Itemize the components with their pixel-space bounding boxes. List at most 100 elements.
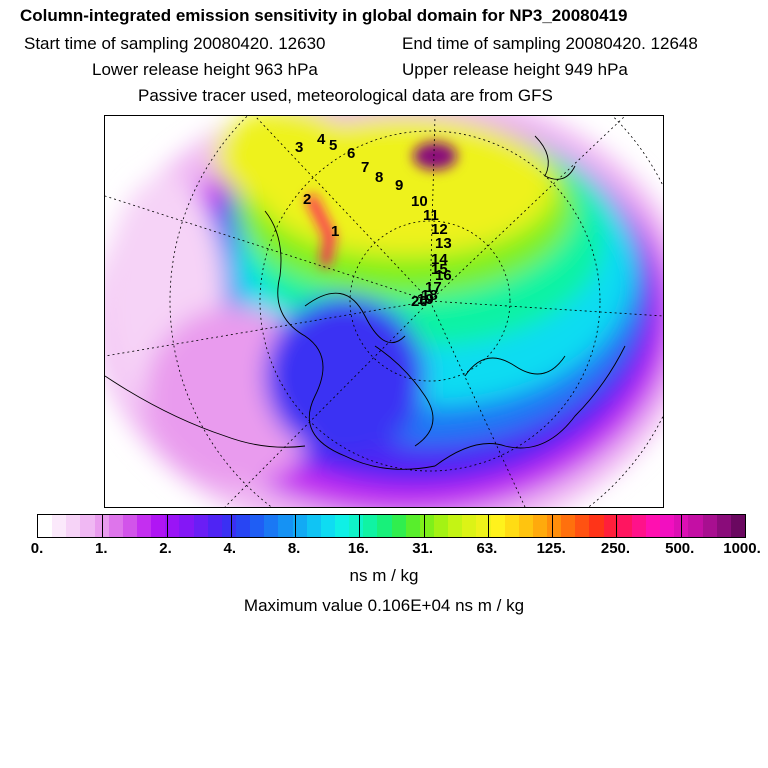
color-swatch: [660, 515, 675, 537]
color-scale-tick: [359, 515, 361, 537]
color-swatch: [179, 515, 194, 537]
color-scale-tick-label: 125.: [536, 540, 566, 557]
coastlines: [105, 135, 626, 470]
trajectory-label: 14: [431, 251, 448, 268]
color-swatch: [419, 515, 434, 537]
color-scale-tick: [680, 515, 682, 537]
trajectory-label: 15: [431, 261, 448, 278]
color-swatch: [264, 515, 279, 537]
maximum-value-text: Maximum value 0.106E+04 ns m / kg: [243, 596, 525, 615]
color-swatch: [561, 515, 576, 537]
sensitivity-field: [105, 116, 663, 507]
color-swatch: [52, 515, 67, 537]
color-swatch: [108, 515, 123, 537]
color-swatch: [94, 515, 109, 537]
color-swatch: [575, 515, 590, 537]
color-swatch: [646, 515, 661, 537]
trajectory-label: 6: [347, 145, 355, 162]
color-swatch: [80, 515, 95, 537]
color-scale-tick-label: 2.: [159, 540, 172, 557]
graticule: [105, 116, 663, 507]
trajectory-label: 16: [435, 267, 452, 284]
color-swatch: [518, 515, 533, 537]
tracer-note-text: Passive tracer used, meteorological data…: [138, 86, 553, 105]
color-swatch: [136, 515, 152, 537]
color-scale-tick: [552, 515, 554, 537]
trajectory-label: 18: [421, 287, 438, 304]
color-swatch: [38, 515, 53, 537]
trajectory-label: 4: [317, 131, 326, 148]
color-swatch: [730, 515, 746, 537]
color-scale-tick-label: 1.: [95, 540, 108, 557]
color-scale-tick: [423, 515, 425, 537]
trajectory-label: 11: [423, 207, 439, 224]
color-swatch: [363, 515, 378, 537]
high-sensitivity-core: [305, 142, 457, 267]
color-swatch: [165, 515, 180, 537]
color-swatch: [306, 515, 321, 537]
trajectory-label: 1: [331, 223, 339, 240]
color-swatch: [405, 515, 420, 537]
color-swatch: [547, 515, 562, 537]
color-swatch: [631, 515, 647, 537]
color-scale-tick: [166, 515, 168, 537]
color-swatch: [702, 515, 717, 537]
trajectory-label: 20: [411, 293, 428, 310]
start-time-text: Start time of sampling 20080420. 12630: [24, 34, 326, 53]
color-swatch: [377, 515, 392, 537]
trajectory-label: 12: [431, 221, 448, 238]
color-scale-tick-label: 0.: [30, 540, 44, 557]
color-swatch: [334, 515, 350, 537]
color-scale-tick: [230, 515, 232, 537]
trajectory-label: 2: [303, 191, 311, 208]
end-time-text: End time of sampling 20080420. 12648: [402, 34, 698, 53]
color-swatch: [490, 515, 505, 537]
color-swatch: [476, 515, 491, 537]
color-swatch: [193, 515, 208, 537]
color-swatch: [207, 515, 222, 537]
color-scale-tick: [616, 515, 618, 537]
color-scale-units: ns m / kg: [349, 566, 419, 585]
color-swatch: [462, 515, 477, 537]
trajectory-label: 7: [361, 159, 369, 176]
color-swatch: [221, 515, 236, 537]
color-scale-tick-label: 31.: [412, 540, 434, 557]
color-swatch: [448, 515, 463, 537]
color-scale-tick-label: 250.: [600, 540, 631, 557]
color-swatch: [278, 515, 293, 537]
color-swatch: [122, 515, 137, 537]
color-swatch: [716, 515, 731, 537]
color-swatch: [151, 515, 166, 537]
color-swatch: [688, 515, 703, 537]
color-swatch: [532, 515, 548, 537]
color-swatch: [66, 515, 81, 537]
trajectory-label: 3: [295, 139, 303, 156]
trajectory-label: 10: [411, 193, 428, 210]
color-scale-bar: [37, 514, 746, 538]
color-scale-tick: [487, 515, 489, 537]
color-swatch: [391, 515, 406, 537]
lower-release-text: Lower release height 963 hPa: [92, 60, 318, 79]
color-swatch: [235, 515, 251, 537]
color-scale-tick: [102, 515, 104, 537]
color-swatch: [603, 515, 618, 537]
color-swatch: [504, 515, 519, 537]
color-swatch: [433, 515, 449, 537]
color-swatch: [320, 515, 335, 537]
color-scale-tick: [295, 515, 297, 537]
trajectory-label: 9: [395, 177, 403, 194]
trajectory-label: 17: [425, 279, 442, 296]
color-scale-tick-label: 500.: [665, 540, 695, 557]
color-scale-tick-label: 8.: [287, 540, 301, 557]
trajectory-label: 13: [435, 235, 452, 252]
color-swatch: [349, 515, 364, 537]
color-swatch: [250, 515, 265, 537]
color-scale-tick-label: 63.: [476, 540, 498, 557]
color-scale-tick-label: 1000.: [723, 540, 761, 557]
color-scale-tick-label: 4.: [223, 540, 237, 557]
color-swatch: [589, 515, 604, 537]
trajectory-label: 19: [417, 291, 434, 308]
emission-sensitivity-map: 1 2 3 4 5 6 7 8 9 10 11 12 13 14 15 16 17 18 19 20: [104, 115, 664, 508]
